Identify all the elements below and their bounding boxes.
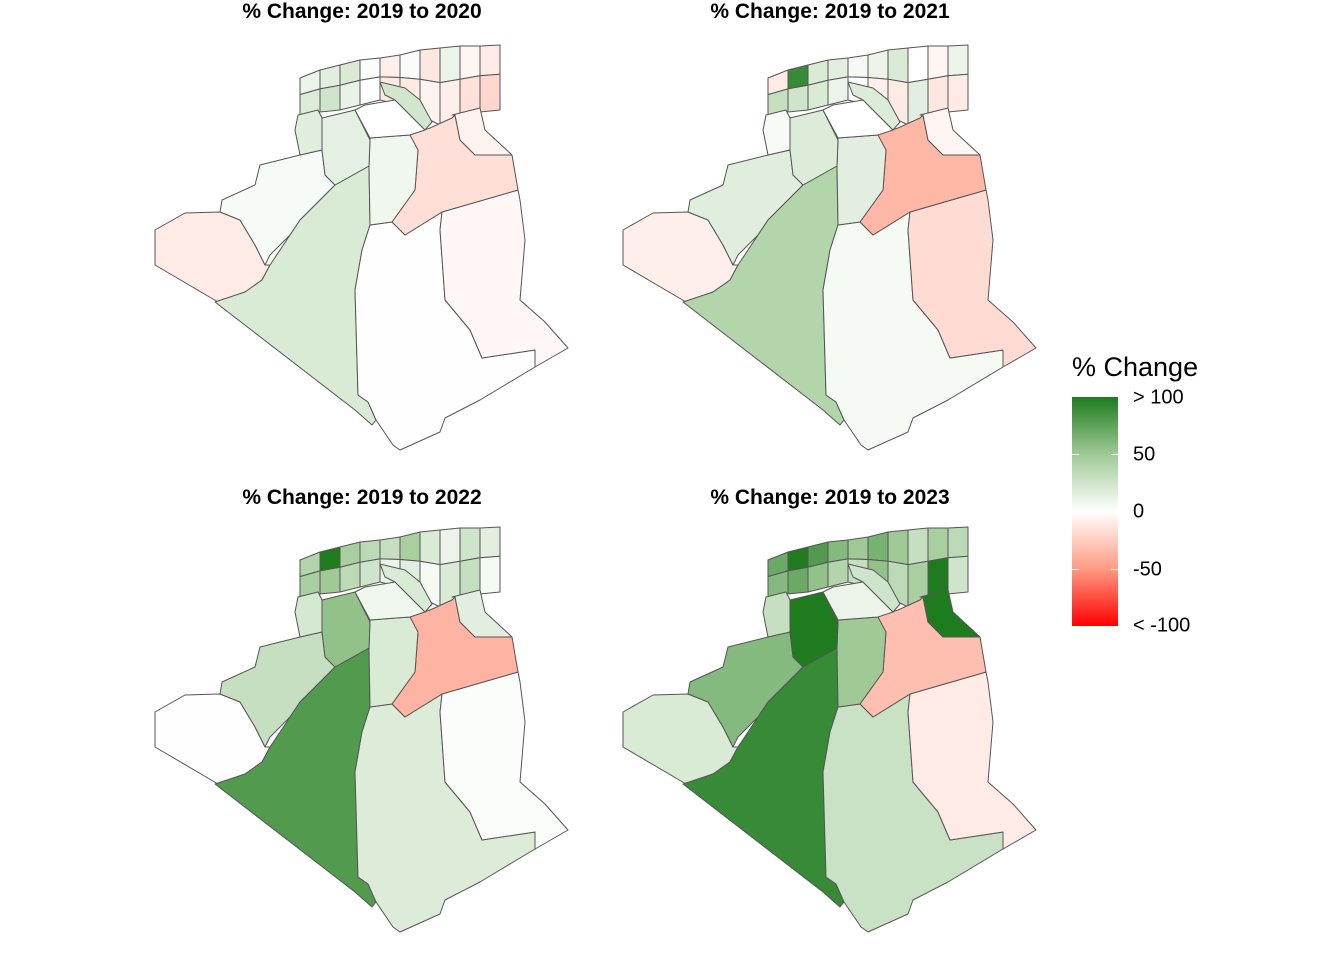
region-southwest <box>154 693 271 785</box>
map-panel-2021 <box>622 44 1037 451</box>
panel-title-2023: % Change: 2019 to 2023 <box>710 486 950 509</box>
region-north-5 <box>399 49 421 80</box>
legend-label-neg50: -50 <box>1133 558 1162 581</box>
region-north-12 <box>807 79 829 111</box>
panel-title-2021: % Change: 2019 to 2021 <box>710 0 950 23</box>
region-southwest <box>622 693 739 785</box>
region-north-9 <box>947 526 969 559</box>
region-north-9 <box>947 44 969 77</box>
legend-label-50: 50 <box>1133 443 1156 466</box>
region-el-oued <box>451 107 513 156</box>
region-illizi <box>907 671 1037 850</box>
region-el-oued <box>919 107 981 156</box>
region-illizi <box>907 189 1037 368</box>
region-north-13 <box>359 76 381 106</box>
region-southwest <box>154 211 271 303</box>
region-north-5 <box>867 531 889 562</box>
panel-title-2022: % Change: 2019 to 2022 <box>242 486 482 509</box>
region-north-6 <box>887 529 909 566</box>
region-north-13 <box>827 558 849 588</box>
region-north-11 <box>787 84 809 113</box>
map-panel-2023 <box>622 526 1037 933</box>
region-north-7 <box>439 45 461 84</box>
map-panel-2020 <box>154 44 569 451</box>
region-ghardaia <box>836 616 887 708</box>
region-north-11 <box>787 566 809 595</box>
legend-title: % Change <box>1072 352 1199 382</box>
region-biskra <box>847 563 901 613</box>
region-north-12 <box>807 561 829 593</box>
region-north-19 <box>947 73 969 113</box>
region-north-4 <box>847 54 869 78</box>
region-north-12 <box>339 79 361 111</box>
region-north-7 <box>907 45 929 84</box>
region-ghardaia <box>368 616 419 708</box>
region-naama <box>762 109 791 156</box>
region-north-12 <box>339 561 361 593</box>
legend-label-0: 0 <box>1133 500 1145 523</box>
region-north-6 <box>419 47 441 84</box>
region-naama <box>294 591 323 638</box>
region-north-5 <box>867 49 889 80</box>
region-ghardaia <box>836 134 887 226</box>
region-north-4 <box>379 54 401 78</box>
region-illizi <box>439 671 569 850</box>
region-north-7 <box>439 527 461 566</box>
region-north-19 <box>947 555 969 595</box>
region-north-6 <box>419 529 441 566</box>
region-north-11 <box>319 566 341 595</box>
region-southwest <box>622 211 739 303</box>
region-north-7 <box>907 527 929 566</box>
region-biskra <box>379 81 433 131</box>
region-north-6 <box>887 47 909 84</box>
region-north-9 <box>479 526 501 559</box>
region-north-11 <box>319 84 341 113</box>
region-el-oued <box>451 589 513 638</box>
region-north-8 <box>459 45 481 80</box>
region-ghardaia <box>368 134 419 226</box>
legend-label-max: > 100 <box>1133 386 1184 409</box>
region-biskra <box>379 563 433 613</box>
region-north-8 <box>459 527 481 562</box>
legend-label-min: < -100 <box>1133 614 1191 637</box>
region-el-oued <box>919 589 981 638</box>
panel-title-2020: % Change: 2019 to 2020 <box>242 0 482 23</box>
region-north-13 <box>359 558 381 588</box>
region-north-19 <box>479 555 501 595</box>
region-north-19 <box>479 73 501 113</box>
region-north-13 <box>827 76 849 106</box>
region-illizi <box>439 189 569 368</box>
region-naama <box>294 109 323 156</box>
region-north-4 <box>847 536 869 560</box>
region-north-8 <box>927 45 949 80</box>
region-north-5 <box>399 531 421 562</box>
region-north-8 <box>927 527 949 562</box>
legend-color-bar <box>1072 397 1118 626</box>
region-biskra <box>847 81 901 131</box>
map-panel-2022 <box>154 526 569 933</box>
region-north-9 <box>479 44 501 77</box>
region-north-4 <box>379 536 401 560</box>
region-naama <box>762 591 791 638</box>
